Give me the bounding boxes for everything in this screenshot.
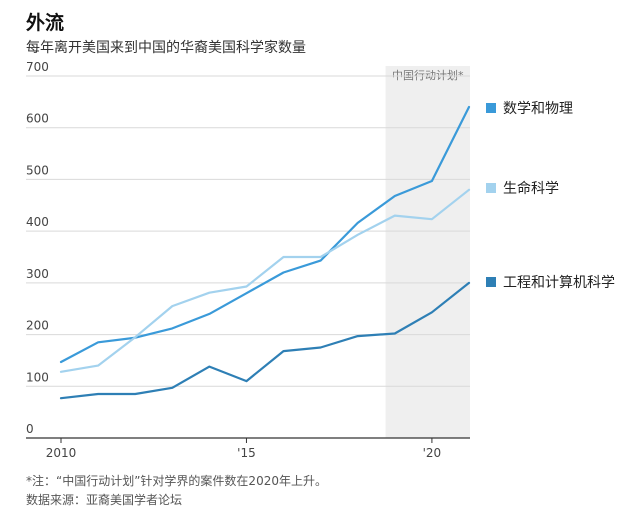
y-tick-label: 200 [26,319,49,333]
y-tick-label: 700 [26,60,49,74]
x-tick-label: '15 [237,446,256,460]
legend-swatch-1 [486,103,496,113]
y-tick-label: 100 [26,370,49,384]
y-tick-label: 500 [26,163,49,177]
footnote: *注：“中国行动计划”针对学界的案件数在2020年上升。 [26,474,327,488]
y-tick-label: 600 [26,112,49,126]
chart-title: 外流 [26,12,65,34]
legend-label-1: 数学和物理 [503,101,573,117]
source-note: 数据来源：亚裔美国学者论坛 [26,493,183,507]
y-tick-label: 400 [26,215,49,229]
legend-label-3: 工程和计算机科学 [503,275,615,291]
shaded-period-band [385,66,470,438]
series-line-1 [59,105,471,364]
legend-swatch-3 [486,277,496,287]
x-tick-label: '20 [423,446,442,460]
y-tick-label: 0 [26,422,34,436]
y-tick-label: 300 [26,267,49,281]
legend-label-2: 生命科学 [503,180,559,197]
chart-subtitle: 每年离开美国来到中国的华裔美国科学家数量 [26,40,306,56]
series-line-2 [59,188,471,373]
series-line-3 [59,281,471,400]
x-tick-label: 2010 [46,446,77,460]
legend-swatch-2 [486,183,496,193]
